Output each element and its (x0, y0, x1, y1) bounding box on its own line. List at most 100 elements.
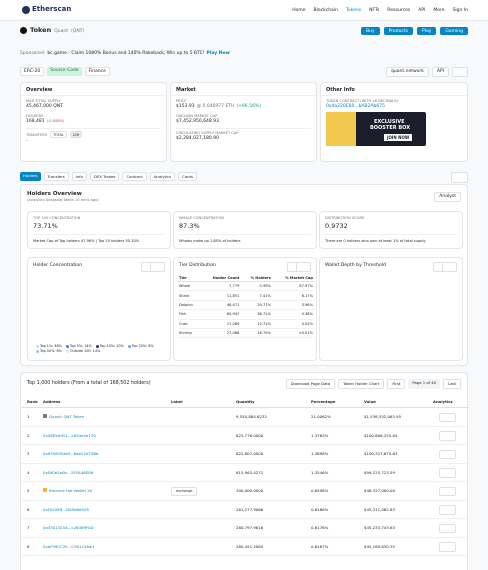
holder-address[interactable]: 0x9356764e0...6ab22d75Bb (43, 451, 99, 456)
tier-cell: 8.17% (301, 293, 313, 298)
nav-link[interactable]: Tokens (345, 7, 362, 13)
page-button[interactable]: First (387, 379, 406, 389)
analytics-button[interactable] (439, 486, 456, 497)
tier-header: Tier Holder Count % Holders % Market Cap (178, 274, 314, 282)
legend-swatch (36, 349, 39, 353)
tier-cell: 10.71% (257, 321, 271, 326)
holder-cell: 625,776.0000 (236, 432, 264, 438)
analytics-button[interactable] (439, 523, 456, 534)
holder-cell: 4 (27, 469, 30, 475)
tier-cell: Fish (179, 312, 186, 317)
tier-row: Crab 17,089 10.71% 0.02% (178, 319, 314, 329)
nav-link[interactable]: More (433, 7, 445, 13)
legend-value: 6% (56, 349, 62, 353)
holder-cell: 1 (27, 414, 30, 419)
holder-cell: 1.3698% (311, 451, 329, 456)
holder-address[interactable]: 0xaF99CC2E...C901C4Ne1 (43, 543, 95, 549)
card-title: Other Info (326, 87, 355, 93)
field-value: $2,284,027,180.90 (176, 136, 219, 141)
page-button[interactable]: Last (443, 379, 461, 389)
price: $153.93 (176, 104, 195, 109)
metric-note: Market Cap of Top holders 47.96% | Top 1… (33, 239, 140, 243)
ad-line: EXCLUSIVE (374, 119, 405, 125)
tier-row: Shark 11,851 7.41% 8.17% (178, 291, 314, 301)
transfer-tab[interactable]: TOTAL (50, 131, 67, 138)
tier-cell: Shrimp (179, 331, 192, 336)
field-value: $7,452,950,648.93 (176, 119, 219, 124)
holder-row: 4 0xDf0b5a0b...335A46E06 615,963.4271 1.354… (21, 463, 469, 482)
tool-button[interactable]: quant.network (386, 67, 429, 77)
section-subtitle: (Analytics Snapshot taken 10 mins ago) (27, 198, 99, 202)
legend-value: 8% (148, 344, 154, 348)
header-button[interactable]: Products (383, 27, 414, 35)
tab[interactable]: Transfers (43, 172, 69, 181)
analytics-button[interactable] (439, 542, 456, 552)
panel-icon[interactable] (150, 262, 165, 272)
metric-box: WHALE CONCENTRATION 87.3% Whales make up 1… (173, 211, 317, 249)
transfers-row: TRANSFERS TOTAL 24H (26, 131, 83, 138)
info-card: Overview MAX TOTAL SUPPLY 45,467,000 QNT HO… (20, 82, 167, 162)
nav-link[interactable]: API (418, 7, 426, 13)
tab[interactable]: Info (71, 172, 87, 181)
holder-row: 3 0x9356764e0...6ab22d75Bb 622,807.0000 1.3… (21, 444, 469, 464)
holder-address[interactable]: 0xDf0b5a0b...335A46E06 (43, 469, 94, 475)
holder-address[interactable]: Quant: QNT Token (49, 414, 85, 419)
nav-link[interactable]: Resources (387, 7, 411, 13)
panel-icon[interactable] (442, 262, 457, 272)
page-button[interactable]: Page 1 of 40 (408, 379, 441, 389)
holder-cell: $100,806,255.84 (364, 432, 398, 438)
header-button[interactable]: Buy (360, 27, 380, 35)
holder-row: 5 Binance Hot Wallet 20 exchange 300,000.00… (21, 481, 469, 501)
analytics-button[interactable] (439, 505, 456, 515)
analyst-button[interactable]: Analyst (434, 192, 461, 202)
holder-address[interactable]: Binance Hot Wallet 20 (49, 488, 93, 493)
tier-cell: 0.38% (301, 312, 313, 317)
tier-cell: 16.79% (257, 331, 271, 336)
analytics-button[interactable] (439, 468, 456, 478)
tier-cell: Dolphin (179, 302, 193, 307)
legend-name: Top 10%: (99, 344, 116, 348)
sponsored-link[interactable]: Play Now (206, 51, 230, 56)
tag[interactable]: ERC-20 (20, 67, 45, 76)
tier-table: Tier Holder Count % Holders % Market Cap Wha… (178, 274, 314, 338)
holder-address[interactable]: 0xF0C6F8...D05d6e928 (43, 506, 89, 512)
legend-item: Outside 100: 14% (65, 349, 100, 353)
holder-cell: 615,963.4271 (236, 469, 264, 475)
tab[interactable]: Contract (122, 172, 147, 181)
header-button[interactable]: Gaming (440, 27, 468, 35)
analytics-button[interactable] (439, 449, 456, 460)
nav-link[interactable]: Blockchain (313, 7, 338, 13)
tab[interactable]: Analytics (149, 172, 176, 181)
holder-row: 6 0xF0C6F8...D05d6e928 281,277.9066 0.6186%… (21, 500, 469, 519)
analytics-button[interactable] (439, 431, 456, 441)
tab[interactable]: Cards (178, 172, 197, 181)
tool-button[interactable]: API (431, 67, 449, 77)
nav-link[interactable]: Home (292, 7, 306, 13)
holder-row: 7 0x3301325A...c26369F0D 280,797.9616 0.617… (21, 518, 469, 538)
sign-in[interactable]: Sign In (452, 7, 468, 13)
info-card: Market PRICE $153.93 @ 0.046977 ETH (+66.56%… (170, 82, 317, 162)
holder-cell: 1.3546% (311, 469, 329, 475)
analytics-button[interactable] (439, 412, 456, 423)
tool-button[interactable]: Download Page Data (285, 379, 336, 389)
tag[interactable]: Source Code (47, 67, 82, 76)
transfer-tab[interactable]: 24H (69, 131, 83, 138)
tool-button[interactable]: Token Holder Chart (338, 379, 385, 389)
panel-icon[interactable] (296, 262, 311, 272)
metric-value: 73.71% (33, 222, 58, 230)
nav-link[interactable]: NFTs (369, 7, 380, 13)
holder-address[interactable]: 0x48E9A951...c834e4e170 (43, 432, 96, 438)
card-divider (321, 95, 467, 96)
search-button[interactable] (451, 172, 468, 183)
more-button[interactable] (452, 67, 468, 77)
tag[interactable]: Finance (84, 67, 110, 76)
holder-cell: 0.6176% (311, 525, 329, 530)
holder-address[interactable]: 0x3301325A...c26369F0D (43, 525, 94, 530)
tab[interactable]: DEX Trades (89, 172, 120, 181)
header-button[interactable]: Play (417, 27, 437, 35)
tab[interactable]: Holders (20, 172, 41, 181)
address-icon (43, 414, 47, 418)
contract-link[interactable]: 0x4a220E60...bAB2Ab675 (326, 104, 386, 109)
ad-banner[interactable]: EXCLUSIVE BOOSTER BOX JOIN NOW (326, 112, 426, 146)
holder-cell: $45,169,830.35 (364, 543, 395, 549)
